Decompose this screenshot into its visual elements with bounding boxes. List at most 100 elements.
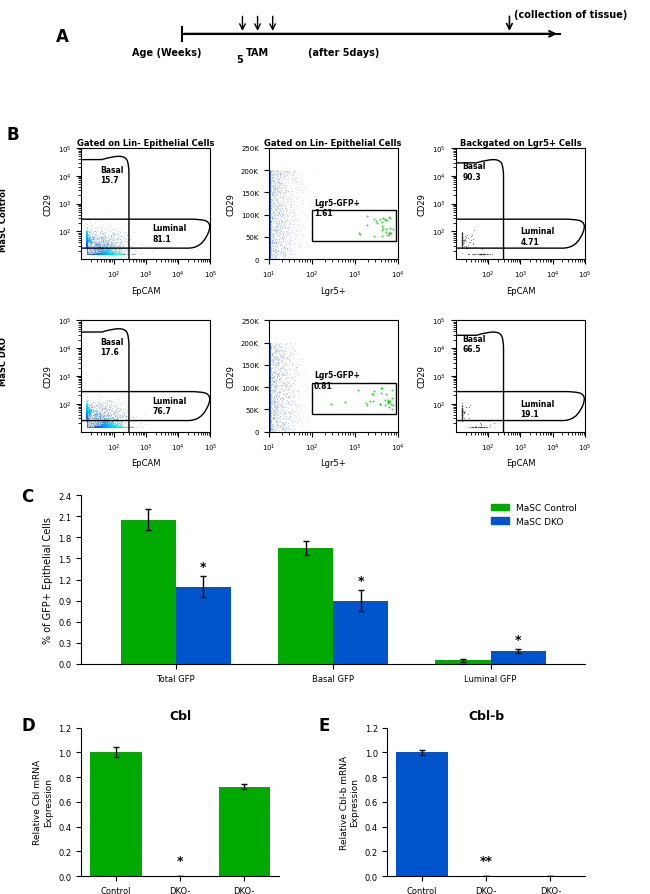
Point [265,420,276,434]
Point [96,420,107,434]
Point [94,419,105,434]
Point [265,376,276,391]
Point [94,235,104,249]
Point [265,244,276,258]
Point [265,388,276,402]
Point [99,235,109,249]
Point [84,420,94,434]
Point [280,425,290,439]
Point [104,233,114,248]
Point [100,418,110,433]
Point [93,244,103,258]
Point [103,241,113,256]
Point [104,420,114,434]
Point [268,183,278,198]
Point [94,244,104,258]
Point [82,402,92,417]
Point [280,164,290,179]
Point [84,420,95,434]
Point [101,420,112,434]
Point [102,420,112,434]
Point [267,406,278,420]
Point [114,418,125,433]
Point [89,396,99,410]
Point [265,399,276,413]
Point [265,193,276,207]
Point [265,414,276,428]
Point [107,418,117,433]
Point [105,248,116,262]
Y-axis label: CD29: CD29 [43,365,52,388]
Point [265,397,276,411]
Point [111,227,121,241]
Point [265,375,276,390]
Point [265,365,276,379]
Point [82,420,92,434]
Point [456,406,467,420]
Point [268,347,278,361]
Point [104,398,114,412]
Point [89,248,99,262]
Point [101,245,111,259]
Point [106,420,116,434]
Point [102,248,112,262]
Point [265,422,276,436]
Point [265,367,276,381]
Point [265,224,276,239]
Point [105,248,116,262]
Point [265,182,276,197]
Point [109,248,120,262]
Point [84,420,94,434]
Point [103,243,114,257]
Point [82,420,92,434]
Point [105,240,116,255]
Point [101,420,111,434]
Point [265,370,276,384]
Point [265,350,276,364]
Point [265,413,276,427]
Point [272,358,283,373]
Point [265,252,276,266]
Point [112,420,123,434]
Point [265,240,276,255]
Point [265,357,276,371]
Point [101,420,111,434]
Point [266,414,276,428]
Point [270,227,280,241]
Point [265,229,276,243]
Point [90,410,100,425]
Point [93,420,103,434]
Point [96,248,106,262]
Point [265,198,276,213]
Point [290,378,300,392]
Point [95,420,105,434]
Point [266,377,277,392]
Point [102,415,112,429]
Point [124,243,135,257]
Point [283,165,294,180]
Point [105,248,116,262]
Point [106,248,116,262]
Point [265,373,276,387]
Point [102,234,112,249]
Point [84,420,95,434]
Point [82,235,92,249]
Point [96,248,107,262]
Point [265,405,276,419]
Point [100,248,110,262]
Point [265,361,276,375]
Point [82,243,92,257]
Point [265,234,276,249]
Point [82,420,92,434]
Point [82,407,92,421]
Point [265,417,276,431]
Point [94,420,104,434]
Point [82,242,92,257]
Point [82,417,92,431]
Point [265,423,276,437]
Point [82,415,92,429]
Point [94,408,105,422]
Point [82,232,92,246]
Point [272,387,283,401]
Point [290,174,300,189]
